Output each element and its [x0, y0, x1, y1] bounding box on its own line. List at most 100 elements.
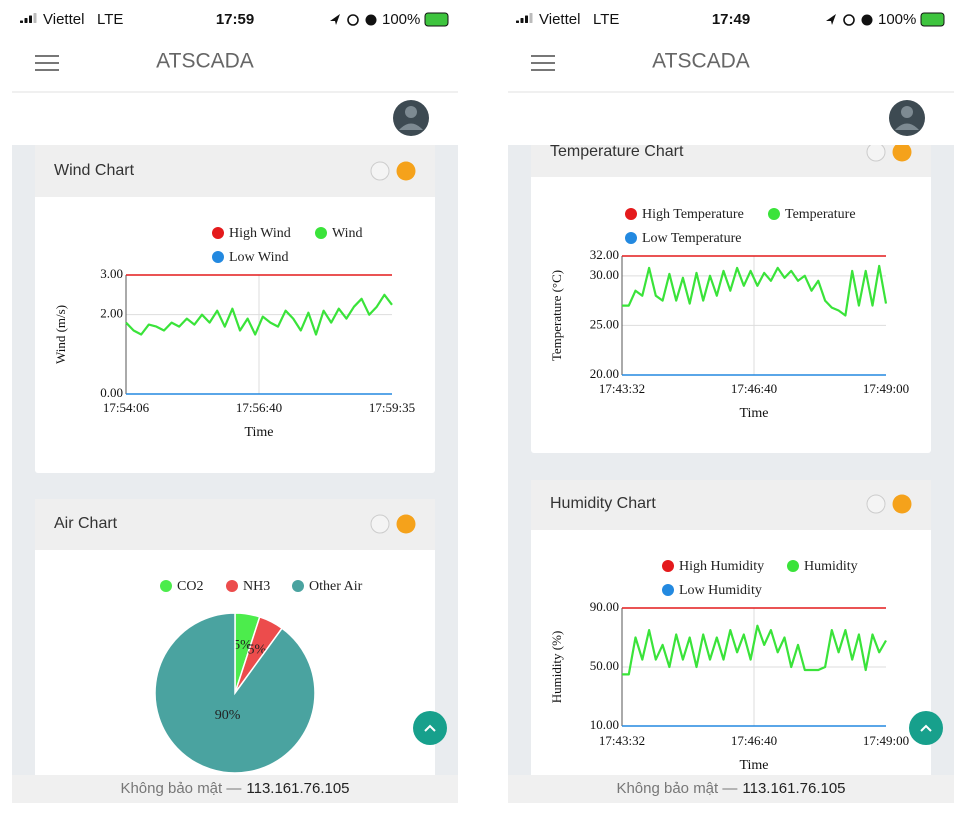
x-tick-label: 17:59:35 — [369, 400, 415, 415]
y-tick-label: 32.00 — [590, 247, 619, 262]
signal-bar — [516, 20, 519, 23]
y-axis-label: Temperature (°C) — [549, 270, 564, 361]
toggle-button[interactable] — [866, 494, 886, 514]
x-axis-label: Time — [739, 406, 768, 421]
legend-label: Low Wind — [229, 250, 288, 265]
app-title: ATSCADA — [652, 50, 750, 73]
legend-label: Low Temperature — [642, 231, 741, 246]
card-header — [531, 480, 931, 530]
menu-line — [531, 69, 555, 71]
card-title: Wind Chart — [54, 162, 135, 179]
battery-percent: 100% — [382, 11, 420, 28]
card-body — [35, 145, 435, 473]
series-line — [622, 264, 888, 317]
legend-marker — [315, 227, 327, 239]
collapse-button[interactable] — [396, 161, 416, 181]
y-tick-label: 2.00 — [100, 306, 123, 321]
address-bar — [12, 775, 458, 803]
x-tick-label: 17:54:06 — [103, 400, 150, 415]
card-header — [35, 145, 435, 197]
network: LTE — [97, 11, 123, 28]
card-body — [531, 480, 931, 775]
card-body — [531, 145, 931, 453]
legend-label: Temperature — [785, 207, 856, 222]
menu-button[interactable] — [526, 48, 560, 76]
y-tick-label: 0.00 — [100, 385, 123, 400]
alarm-icon — [365, 14, 377, 26]
security-label: Không bảo mật — — [616, 780, 737, 797]
legend-label: High Temperature — [642, 207, 744, 222]
y-axis-label: Wind (m/s) — [53, 305, 68, 364]
x-tick-label: 17:56:40 — [236, 400, 282, 415]
card-header — [531, 145, 931, 177]
collapse-button[interactable] — [892, 143, 912, 162]
lock-icon — [843, 14, 855, 26]
legend-marker — [212, 251, 224, 263]
address: 113.161.76.105 — [246, 780, 349, 797]
network: LTE — [593, 11, 619, 28]
carrier: Viettel — [539, 11, 580, 28]
location-icon — [330, 14, 340, 25]
legend-label: NH3 — [243, 579, 270, 594]
legend-label: Humidity — [804, 559, 858, 574]
fullscreen-button[interactable] — [370, 514, 390, 534]
signal-bar — [520, 18, 524, 23]
scroll-top-button[interactable] — [413, 711, 447, 745]
card: Wind Chart High Wind Wind Low Wind 0.00 2.00 3… — [35, 145, 435, 473]
series-line — [125, 293, 393, 336]
card: Air Chart CO2 NH3 Other Air 5%5% 90% — [35, 499, 435, 775]
menu-line — [35, 69, 59, 71]
x-tick-label: 17:46:40 — [731, 733, 777, 748]
toggle-button[interactable] — [370, 161, 390, 181]
legend-label: High Wind — [229, 226, 291, 241]
menu-button[interactable] — [30, 48, 64, 76]
menu-line — [35, 62, 59, 64]
card-header — [35, 499, 435, 550]
collapse-button[interactable] — [892, 494, 912, 514]
battery — [424, 12, 449, 27]
legend-marker — [212, 227, 224, 239]
x-axis-label: Time — [739, 758, 768, 773]
x-tick-label: 17:49:00 — [863, 381, 909, 396]
x-tick-label: 17:43:32 — [599, 733, 645, 748]
pie-slice — [154, 612, 316, 774]
series-line — [622, 624, 887, 676]
signal-bar — [529, 13, 533, 23]
pie-label: 5% — [247, 642, 266, 657]
scroll-top-arrow — [920, 724, 932, 732]
y-tick-label: 10.00 — [590, 717, 619, 732]
address-bar — [508, 775, 954, 803]
y-tick-label: 90.00 — [590, 599, 619, 614]
legend-label: CO2 — [177, 579, 203, 594]
avatar-body — [895, 123, 919, 130]
legend-label: Other Air — [309, 579, 363, 594]
x-tick-label: 17:46:40 — [731, 381, 777, 396]
scroll-top-arrow — [424, 724, 436, 732]
scroll-top-button[interactable] — [909, 711, 943, 745]
legend-marker — [768, 208, 780, 220]
y-tick-label: 25.00 — [590, 316, 619, 331]
collapse-button[interactable] — [396, 514, 416, 534]
avatar-head — [405, 106, 417, 118]
legend-marker — [160, 580, 172, 592]
app-title: ATSCADA — [156, 50, 254, 73]
card-title: Humidity Chart — [550, 495, 656, 512]
toggle-button[interactable] — [866, 143, 886, 162]
y-axis-label: Humidity (%) — [549, 631, 564, 704]
x-tick-label: 17:43:32 — [599, 381, 645, 396]
lock-icon — [347, 14, 359, 26]
clock: 17:49 — [712, 11, 750, 28]
signal-bar — [29, 15, 32, 23]
legend-label: High Humidity — [679, 559, 764, 574]
avatar-head — [901, 106, 913, 118]
security-label: Không bảo mật — — [120, 780, 241, 797]
x-tick-label: 17:49:00 — [863, 733, 909, 748]
legend-marker — [625, 232, 637, 244]
address-text: Không bảo mật — 113.161.76.105 — [120, 780, 349, 797]
signal-bar — [525, 15, 528, 23]
